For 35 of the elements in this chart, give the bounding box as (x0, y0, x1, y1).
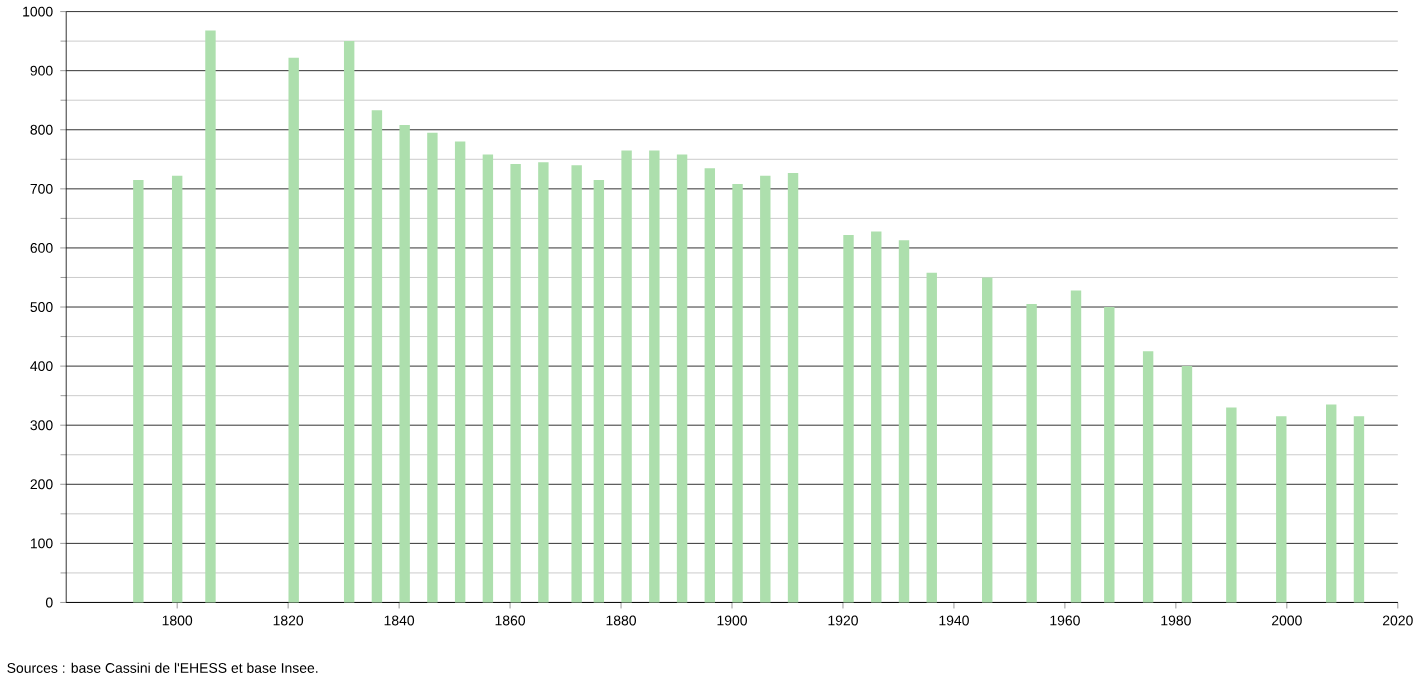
bar (1353, 416, 1365, 603)
bar (1026, 304, 1037, 603)
bar (649, 150, 660, 603)
bar (676, 154, 688, 603)
bar (926, 272, 937, 603)
bar (1070, 290, 1082, 603)
bar (133, 180, 144, 603)
bar (1326, 404, 1337, 603)
bar (288, 57, 299, 603)
bar (171, 176, 183, 603)
bar (482, 154, 494, 603)
bar (621, 150, 632, 603)
bar (871, 231, 882, 603)
bar (1104, 307, 1115, 603)
bar (982, 277, 993, 603)
bar (510, 164, 521, 603)
bar (732, 184, 743, 603)
bar (371, 110, 383, 603)
bar (538, 162, 549, 603)
bar (399, 125, 410, 603)
bar (1142, 351, 1154, 603)
bar (1276, 416, 1287, 603)
bar (454, 141, 466, 603)
bar (427, 132, 438, 603)
bar (898, 240, 910, 603)
bar (593, 180, 605, 603)
bar (843, 235, 854, 603)
bar (343, 41, 355, 603)
bar (787, 173, 799, 603)
bar (704, 168, 716, 603)
bar (1226, 407, 1237, 603)
bar (760, 176, 771, 603)
bar (1181, 366, 1193, 603)
bar (205, 30, 216, 603)
bar (571, 165, 582, 603)
